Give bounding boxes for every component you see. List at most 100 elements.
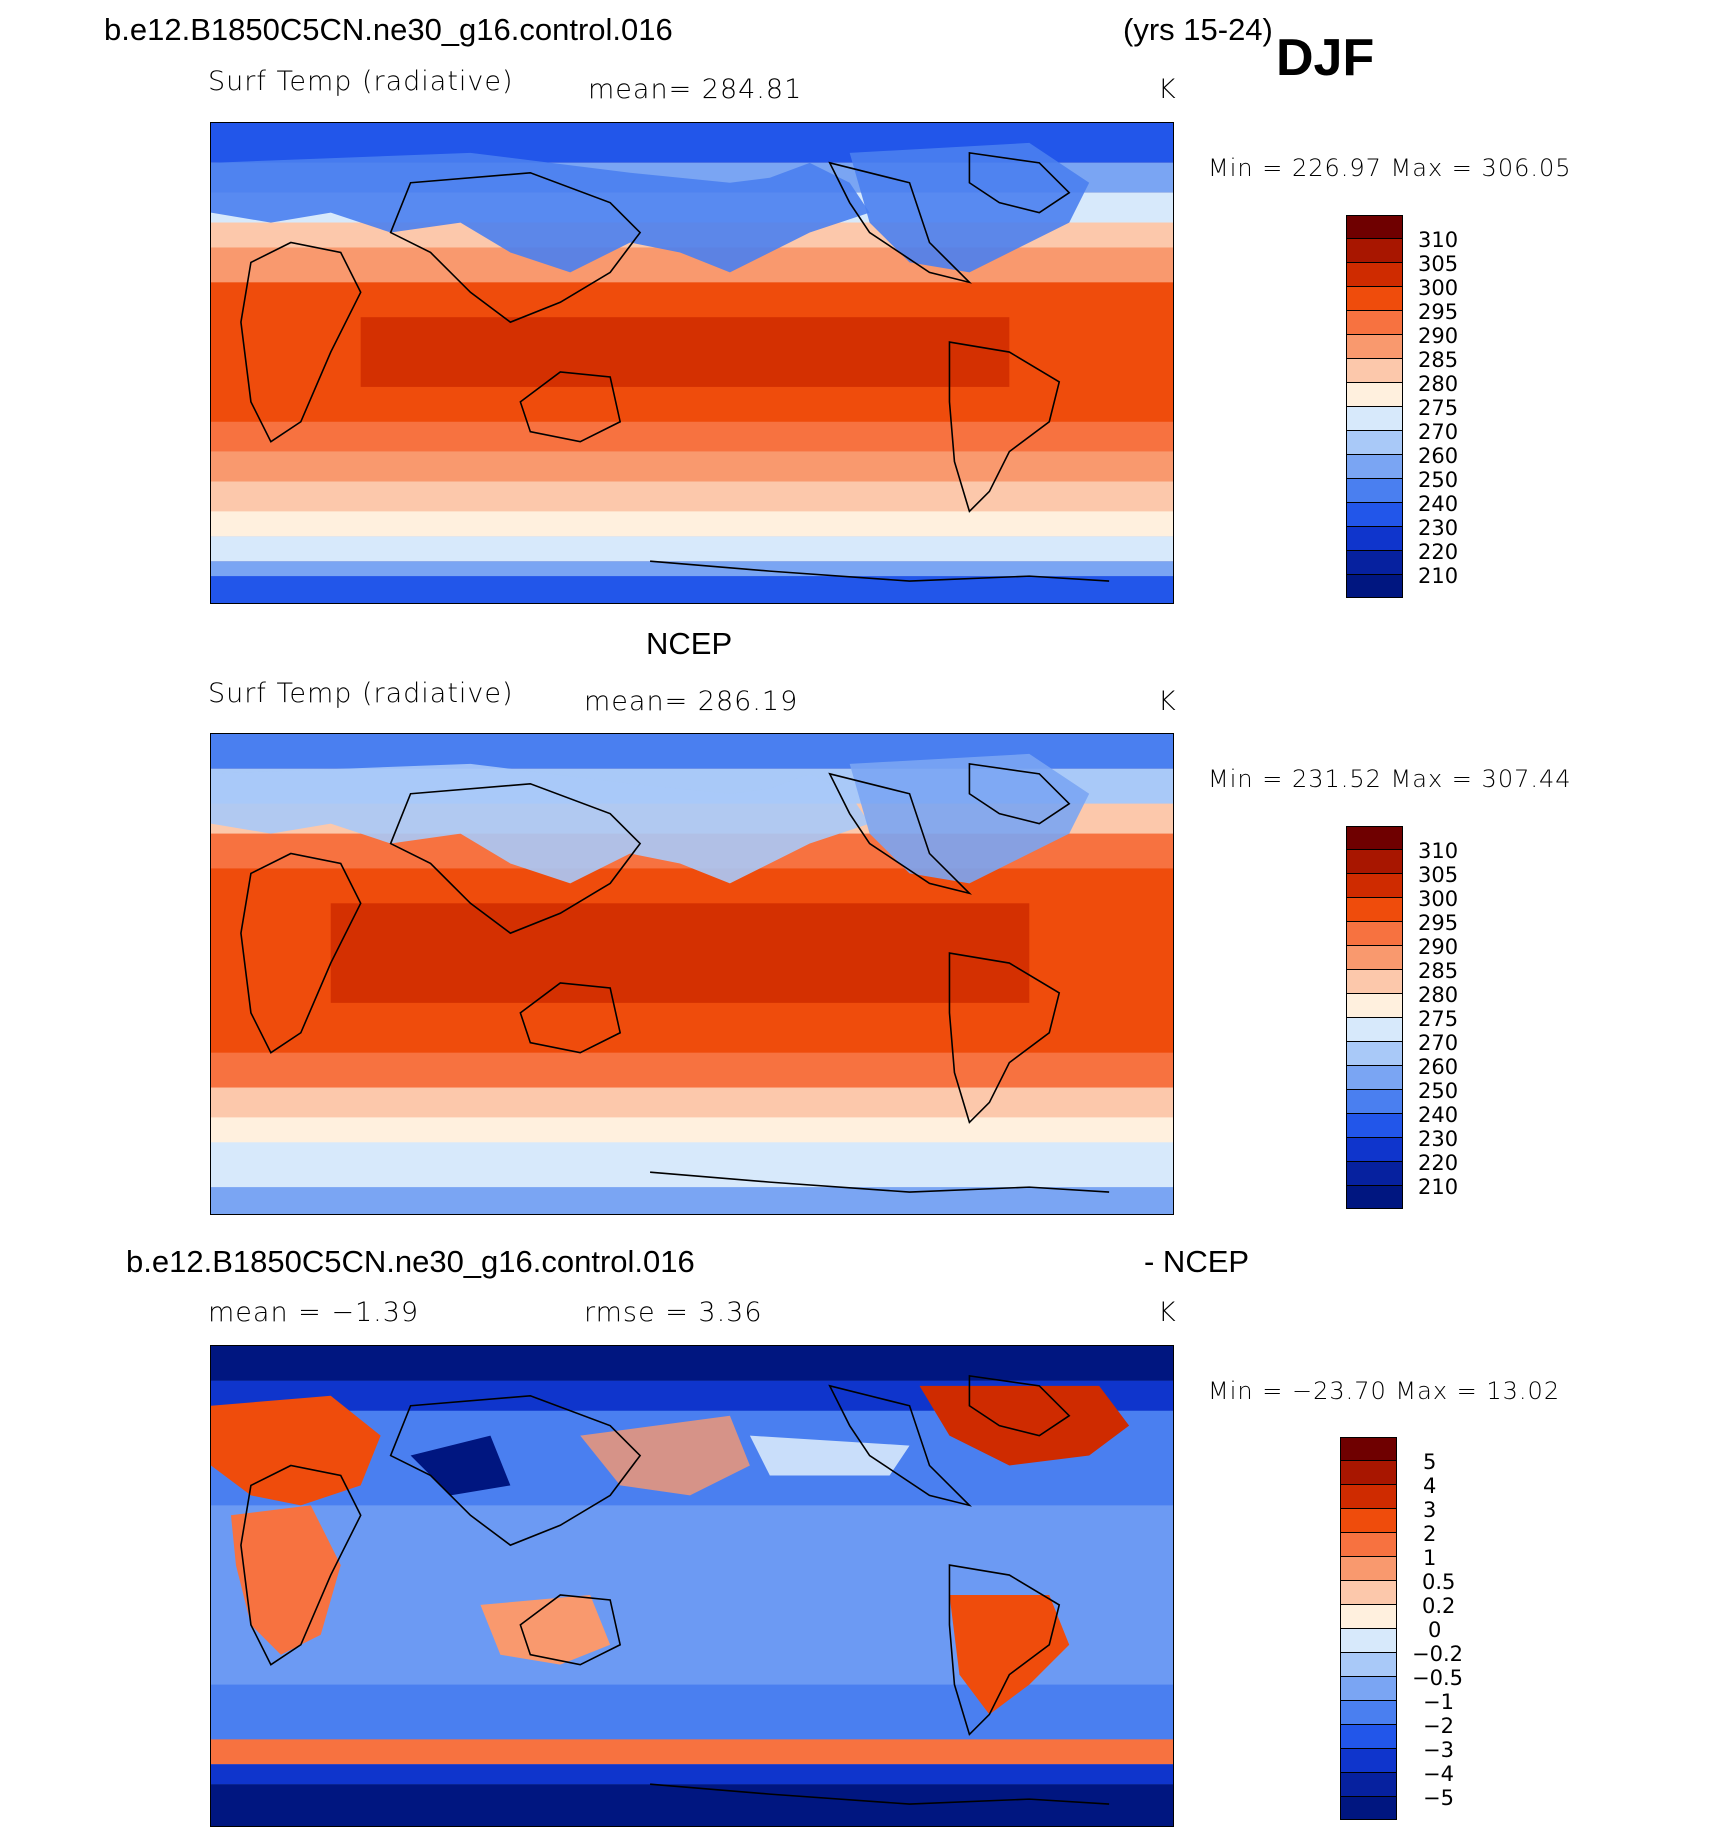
panel3-heading-right: - NCEP xyxy=(1144,1244,1250,1279)
swatch xyxy=(1346,550,1403,575)
colorbar-label: 230 xyxy=(1418,516,1459,540)
colorbar-label: 280 xyxy=(1418,983,1459,1007)
swatch xyxy=(1346,826,1403,850)
colorbar-label: −1 xyxy=(1423,1690,1454,1714)
swatch xyxy=(1346,334,1403,359)
panel2-mean: mean= 286.19 xyxy=(584,686,799,717)
colorbar-label: 280 xyxy=(1418,372,1459,396)
colorbar-label: 295 xyxy=(1418,300,1459,324)
swatch xyxy=(1340,1484,1397,1509)
colorbar-label: 285 xyxy=(1418,348,1459,372)
panel2-map xyxy=(210,733,1174,1215)
swatch xyxy=(1346,430,1403,455)
colorbar-label: −5 xyxy=(1423,1786,1454,1810)
panel2-heading: NCEP xyxy=(646,626,733,661)
colorbar-label: 230 xyxy=(1418,1127,1459,1151)
swatch xyxy=(1346,262,1403,287)
panel1-minmax: Min = 226.97 Max = 306.05 xyxy=(1208,154,1572,182)
swatch xyxy=(1346,215,1403,239)
colorbar-label: 290 xyxy=(1418,935,1459,959)
colorbar-label: 2 xyxy=(1423,1522,1437,1546)
swatch xyxy=(1346,382,1403,407)
colorbar-label: 295 xyxy=(1418,911,1459,935)
colorbar-label: 0 xyxy=(1428,1618,1442,1642)
swatch xyxy=(1346,1113,1403,1138)
swatch xyxy=(1346,945,1403,970)
colorbar-label: −0.2 xyxy=(1412,1642,1463,1666)
swatch xyxy=(1340,1508,1397,1533)
swatch xyxy=(1346,1065,1403,1090)
colorbar-label: 300 xyxy=(1418,276,1459,300)
colorbar-label: −3 xyxy=(1423,1738,1454,1762)
swatch xyxy=(1346,1017,1403,1042)
swatch xyxy=(1346,454,1403,479)
case-title: b.e12.B1850C5CN.ne30_g16.control.016 xyxy=(104,12,673,47)
swatch xyxy=(1346,1161,1403,1186)
panel1-variable: Surf Temp (radiative) xyxy=(208,66,514,97)
panel2-minmax: Min = 231.52 Max = 307.44 xyxy=(1208,765,1572,793)
colorbar-label: 210 xyxy=(1418,1175,1459,1199)
swatch xyxy=(1340,1628,1397,1653)
colorbar-label: 240 xyxy=(1418,492,1459,516)
colorbar-label: 260 xyxy=(1418,444,1459,468)
panel1-mean: mean= 284.81 xyxy=(588,74,803,105)
swatch xyxy=(1340,1772,1397,1797)
panel2-units: K xyxy=(1158,686,1177,717)
colorbar-label: 250 xyxy=(1418,468,1459,492)
swatch xyxy=(1346,849,1403,874)
swatch xyxy=(1340,1604,1397,1629)
swatch xyxy=(1346,238,1403,263)
swatch xyxy=(1340,1532,1397,1557)
swatch xyxy=(1340,1580,1397,1605)
swatch xyxy=(1346,310,1403,335)
panel3-units: K xyxy=(1158,1297,1177,1328)
colorbar-label: 310 xyxy=(1418,839,1459,863)
swatch xyxy=(1346,1041,1403,1066)
colorbar-label: −0.5 xyxy=(1412,1666,1463,1690)
swatch xyxy=(1346,993,1403,1018)
colorbar-label: 270 xyxy=(1418,420,1459,444)
panel3-map xyxy=(210,1345,1174,1827)
swatch xyxy=(1340,1700,1397,1725)
colorbar-label: −2 xyxy=(1423,1714,1454,1738)
colorbar-label: 0.2 xyxy=(1422,1594,1456,1618)
swatch xyxy=(1346,1089,1403,1114)
swatch xyxy=(1340,1652,1397,1677)
colorbar-label: 0.5 xyxy=(1422,1570,1456,1594)
colorbar-label: 210 xyxy=(1418,564,1459,588)
swatch xyxy=(1346,921,1403,946)
colorbar-label: 3 xyxy=(1423,1498,1437,1522)
panel1-units: K xyxy=(1158,74,1177,105)
swatch xyxy=(1340,1748,1397,1773)
swatch xyxy=(1346,526,1403,551)
panel3-heading: b.e12.B1850C5CN.ne30_g16.control.016 xyxy=(126,1244,695,1279)
swatch xyxy=(1340,1556,1397,1581)
swatch xyxy=(1340,1796,1397,1820)
colorbar-label: 305 xyxy=(1418,863,1459,887)
swatch xyxy=(1346,502,1403,527)
colorbar-label: 1 xyxy=(1423,1546,1437,1570)
swatch xyxy=(1346,358,1403,383)
panel3-mean: mean = −1.39 xyxy=(208,1297,420,1328)
panel3-minmax: Min = −23.70 Max = 13.02 xyxy=(1208,1377,1561,1405)
colorbar-label: 290 xyxy=(1418,324,1459,348)
swatch xyxy=(1340,1676,1397,1701)
colorbar-label: 220 xyxy=(1418,540,1459,564)
colorbar-label: 240 xyxy=(1418,1103,1459,1127)
colorbar-label: 270 xyxy=(1418,1031,1459,1055)
season-label: DJF xyxy=(1276,29,1375,87)
swatch xyxy=(1346,286,1403,311)
colorbar-label: 310 xyxy=(1418,228,1459,252)
swatch xyxy=(1346,969,1403,994)
swatch xyxy=(1346,1137,1403,1162)
swatch xyxy=(1346,478,1403,503)
panel2-variable: Surf Temp (radiative) xyxy=(208,678,514,709)
colorbar-label: 285 xyxy=(1418,959,1459,983)
swatch xyxy=(1346,574,1403,598)
panel3-rmse: rmse = 3.36 xyxy=(584,1297,763,1328)
colorbar-label: 250 xyxy=(1418,1079,1459,1103)
colorbar-label: 260 xyxy=(1418,1055,1459,1079)
colorbar-label: 275 xyxy=(1418,1007,1459,1031)
swatch xyxy=(1340,1724,1397,1749)
colorbar-label: 220 xyxy=(1418,1151,1459,1175)
